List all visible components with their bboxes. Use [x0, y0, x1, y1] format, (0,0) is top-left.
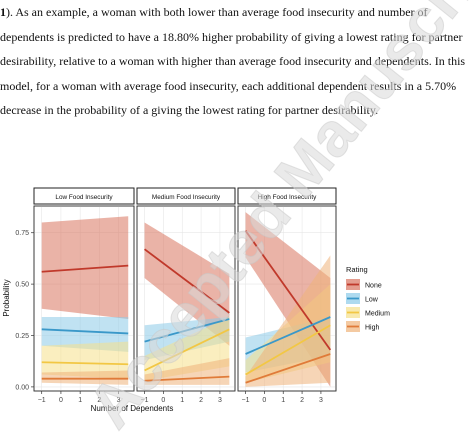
chart-panel: High Food Insecurity −1 0 1 2 3 — [237, 187, 337, 404]
chart-x-tick-label: 0 — [161, 397, 165, 404]
chart-y-tick-label: 0.25 — [15, 333, 29, 340]
chart-legend: Rating None Low Medium High — [346, 265, 390, 332]
paragraph-line-text: model, for a woman with average food ins… — [0, 78, 457, 93]
chart-x-tick-label: −1 — [141, 397, 149, 404]
paragraph-line-text: decrease in the probability of a giving … — [0, 103, 379, 118]
chart-x-tick-label: −1 — [38, 397, 46, 404]
chart-legend-label: High — [365, 325, 380, 332]
chart-y-tick-label: 0.75 — [15, 230, 29, 237]
paragraph-line: model, for a woman with average food ins… — [0, 74, 474, 99]
chart-series-line — [41, 264, 129, 273]
chart-x-axis-title: Number of Dependents — [91, 404, 174, 413]
paragraph-line-text: desirability, relative to a woman with h… — [0, 54, 466, 69]
chart-facet-title: High Food Insecurity — [258, 194, 317, 201]
chart-series-line — [41, 328, 129, 335]
chart-panel: Medium Food Insecurity −1 0 1 2 3 — [136, 187, 236, 404]
chart-legend-label: Low — [365, 297, 379, 304]
chart-confidence-band — [144, 222, 230, 346]
chart-legend-title: Rating — [346, 265, 368, 274]
chart-series-line — [144, 375, 230, 382]
paragraph-bold-prefix: 1 — [0, 5, 6, 19]
chart-panel-border — [237, 205, 337, 392]
chart-x-tick-label: 0 — [262, 397, 266, 404]
chart-y-axis-title: Probability — [2, 279, 11, 316]
chart-confidence-band — [41, 370, 129, 385]
chart-panel: Low Food Insecurity −1 0 1 2 3 — [33, 187, 135, 404]
paragraph-line: dependents is predicted to have a 18.80%… — [0, 25, 474, 50]
chart-x-tick-label: 0 — [59, 397, 63, 404]
chart-x-tick-label: 2 — [199, 397, 203, 404]
chart-series-line — [245, 353, 331, 384]
chart-panel-border — [136, 205, 236, 392]
paragraph-line: 1). As an example, a woman with both low… — [0, 0, 474, 25]
paragraph-line: decrease in the probability of a giving … — [0, 98, 474, 123]
chart-confidence-band — [41, 216, 129, 320]
paragraph-line-text: dependents is predicted to have a 18.80%… — [0, 29, 463, 44]
chart-facet-strip — [237, 187, 337, 205]
chart-facet-strip — [136, 187, 236, 205]
chart-legend-label: None — [365, 283, 382, 290]
chart-series-line — [41, 361, 129, 366]
chart-x-tick-label: 1 — [281, 397, 285, 404]
chart-series-line — [144, 328, 230, 372]
chart-x-tick-label: 3 — [218, 397, 222, 404]
chart-x-tick-label: 3 — [117, 397, 121, 404]
chart-facet-title: Low Food Insecurity — [55, 194, 113, 201]
chart-x-tick-label: 1 — [180, 397, 184, 404]
chart-facet-title: Medium Food Insecurity — [152, 194, 221, 201]
chart-y-tick-label: 0.50 — [15, 282, 29, 289]
chart-series-line — [144, 318, 230, 343]
chart-x-tick-label: 3 — [319, 397, 323, 404]
paragraph-line: desirability, relative to a woman with h… — [0, 49, 474, 74]
chart-x-tick-label: −1 — [242, 397, 250, 404]
chart-y-tick-label: 0.00 — [15, 384, 29, 391]
chart-legend-label: Medium — [365, 311, 390, 318]
chart-x-tick-label: 2 — [97, 397, 101, 404]
chart-facet-strip — [33, 187, 135, 205]
chart-confidence-band — [245, 255, 331, 387]
chart-series-line — [245, 324, 331, 376]
paragraph: 1). As an example, a woman with both low… — [0, 0, 474, 123]
paragraph-line-text: ). As an example, a woman with both lowe… — [6, 5, 428, 19]
chart-series-line — [143, 248, 230, 314]
chart-confidence-band — [41, 341, 129, 379]
chart-series-line — [245, 316, 331, 355]
chart-panel-border — [33, 205, 135, 392]
chart-x-tick-label: 1 — [78, 397, 82, 404]
chart-series-line — [244, 230, 332, 351]
chart-x-tick-label: 2 — [300, 397, 304, 404]
